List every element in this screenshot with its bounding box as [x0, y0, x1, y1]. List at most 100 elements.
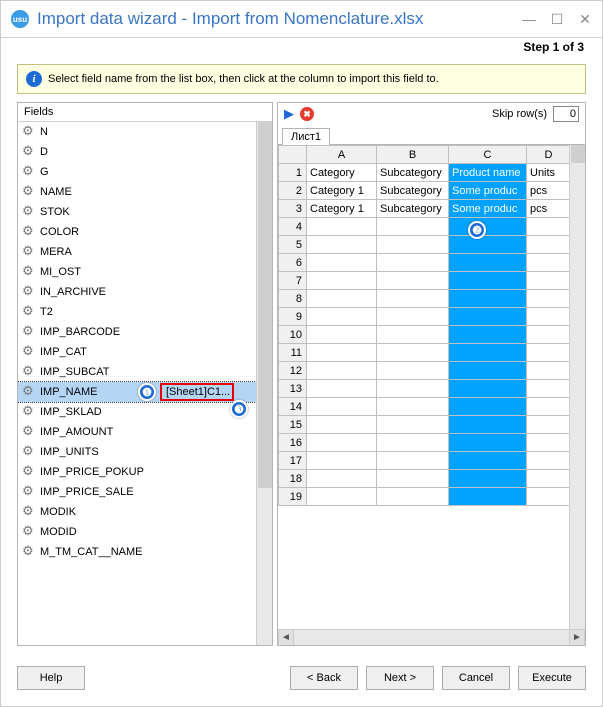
row-header[interactable]: 14	[279, 398, 307, 416]
cell[interactable]	[307, 308, 377, 326]
field-row[interactable]: IMP_PRICE_SALE	[18, 482, 256, 502]
cell[interactable]	[449, 236, 527, 254]
table-row[interactable]: 7	[279, 272, 570, 290]
cell[interactable]: Some produc	[449, 200, 527, 218]
table-row[interactable]: 8	[279, 290, 570, 308]
table-row[interactable]: 16	[279, 434, 570, 452]
cell[interactable]	[307, 236, 377, 254]
cell[interactable]	[527, 308, 570, 326]
cell[interactable]	[377, 344, 449, 362]
cell[interactable]	[449, 362, 527, 380]
cell[interactable]	[527, 380, 570, 398]
cell[interactable]	[307, 218, 377, 236]
cell[interactable]	[377, 290, 449, 308]
table-row[interactable]: 12	[279, 362, 570, 380]
cell[interactable]	[377, 362, 449, 380]
cell[interactable]	[307, 326, 377, 344]
cell[interactable]	[527, 344, 570, 362]
field-row[interactable]: COLOR	[18, 222, 256, 242]
sheet-tab[interactable]: Лист1	[282, 128, 330, 145]
cell[interactable]: pcs	[527, 200, 570, 218]
fields-scrollbar[interactable]	[256, 122, 272, 645]
cell[interactable]	[449, 488, 527, 506]
row-header[interactable]: 11	[279, 344, 307, 362]
cell[interactable]: Product name	[449, 164, 527, 182]
row-header[interactable]: 8	[279, 290, 307, 308]
cell[interactable]	[377, 326, 449, 344]
field-row[interactable]: NAME	[18, 182, 256, 202]
field-row[interactable]: MERA	[18, 242, 256, 262]
cell[interactable]	[377, 308, 449, 326]
col-header[interactable]: B	[377, 146, 449, 164]
cell[interactable]	[377, 254, 449, 272]
cell[interactable]	[449, 344, 527, 362]
cell[interactable]	[449, 290, 527, 308]
table-row[interactable]: 17	[279, 452, 570, 470]
cell[interactable]	[527, 434, 570, 452]
cell[interactable]	[307, 344, 377, 362]
table-row[interactable]: 15	[279, 416, 570, 434]
col-header[interactable]: D	[527, 146, 570, 164]
table-row[interactable]: 4	[279, 218, 570, 236]
fields-list[interactable]: NDGNAMESTOKCOLORMERAMI_OSTIN_ARCHIVET2IM…	[18, 122, 256, 645]
cell[interactable]: pcs	[527, 182, 570, 200]
cell[interactable]	[307, 398, 377, 416]
cell[interactable]	[449, 470, 527, 488]
cell[interactable]	[307, 362, 377, 380]
cell[interactable]	[307, 434, 377, 452]
cell[interactable]	[307, 380, 377, 398]
field-row[interactable]: IN_ARCHIVE	[18, 282, 256, 302]
table-row[interactable]: 11	[279, 344, 570, 362]
row-header[interactable]: 18	[279, 470, 307, 488]
field-row[interactable]: IMP_SKLAD	[18, 402, 256, 422]
cell[interactable]	[377, 470, 449, 488]
cell[interactable]: Category 1	[307, 182, 377, 200]
field-row[interactable]: IMP_PRICE_POKUP	[18, 462, 256, 482]
table-row[interactable]: 18	[279, 470, 570, 488]
field-row[interactable]: IMP_BARCODE	[18, 322, 256, 342]
row-header[interactable]: 19	[279, 488, 307, 506]
field-row[interactable]: IMP_SUBCAT	[18, 362, 256, 382]
cell[interactable]	[449, 272, 527, 290]
field-row[interactable]: G	[18, 162, 256, 182]
row-header[interactable]: 16	[279, 434, 307, 452]
help-button[interactable]: Help	[17, 666, 85, 690]
cell[interactable]	[527, 470, 570, 488]
field-row[interactable]: IMP_UNITS	[18, 442, 256, 462]
field-row[interactable]: N	[18, 122, 256, 142]
table-row[interactable]: 9	[279, 308, 570, 326]
row-header[interactable]: 10	[279, 326, 307, 344]
row-header[interactable]: 13	[279, 380, 307, 398]
cancel-button[interactable]: Cancel	[442, 666, 510, 690]
cell[interactable]	[527, 272, 570, 290]
cell[interactable]	[449, 416, 527, 434]
cell[interactable]	[527, 452, 570, 470]
field-row[interactable]: STOK	[18, 202, 256, 222]
cell[interactable]	[527, 218, 570, 236]
cell[interactable]	[307, 488, 377, 506]
play-icon[interactable]: ▶	[284, 106, 294, 122]
cell[interactable]	[307, 470, 377, 488]
cell[interactable]	[449, 398, 527, 416]
cell[interactable]	[377, 452, 449, 470]
close-button[interactable]: ✕	[578, 12, 592, 26]
cell[interactable]	[449, 434, 527, 452]
next-button[interactable]: Next >	[366, 666, 434, 690]
stop-icon[interactable]: ✖	[300, 107, 314, 121]
cell[interactable]: Some produc	[449, 182, 527, 200]
cell[interactable]: Units	[527, 164, 570, 182]
row-header[interactable]: 6	[279, 254, 307, 272]
minimize-button[interactable]: —	[522, 12, 536, 26]
cell[interactable]	[527, 326, 570, 344]
field-row[interactable]: IMP_NAME[Sheet1]C1...❶❸	[18, 382, 256, 402]
cell[interactable]	[449, 380, 527, 398]
back-button[interactable]: < Back	[290, 666, 358, 690]
cell[interactable]: Category 1	[307, 200, 377, 218]
cell[interactable]	[377, 434, 449, 452]
cell[interactable]: Subcategory	[377, 164, 449, 182]
row-header[interactable]: 12	[279, 362, 307, 380]
table-row[interactable]: 10	[279, 326, 570, 344]
cell[interactable]	[449, 308, 527, 326]
cell[interactable]	[307, 416, 377, 434]
row-header[interactable]: 17	[279, 452, 307, 470]
